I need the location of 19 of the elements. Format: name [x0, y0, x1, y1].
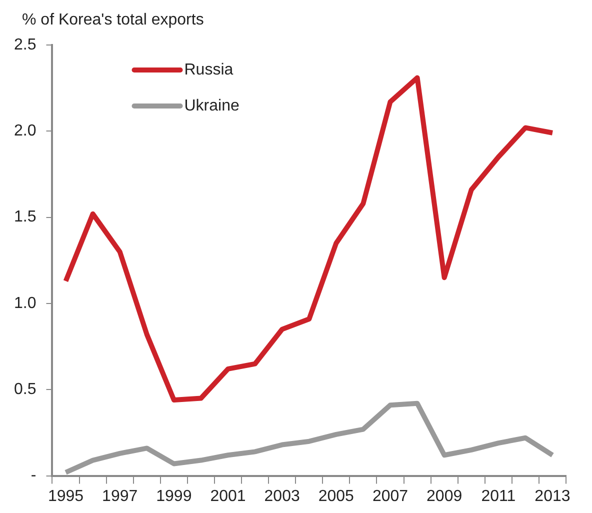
y-tick-label: - — [30, 467, 36, 484]
x-tick-label: 1997 — [102, 488, 138, 505]
x-tick-label: 1995 — [48, 488, 84, 505]
x-tick-label: 1999 — [156, 488, 192, 505]
x-tick-label: 2009 — [426, 488, 462, 505]
y-tick-label: 2.5 — [14, 36, 36, 54]
x-tick-label: 2013 — [534, 488, 570, 505]
legend-label: Russia — [184, 61, 234, 78]
y-tick-label: 1.0 — [14, 294, 36, 312]
x-tick-label: 2011 — [481, 488, 516, 505]
x-tick-label: 2001 — [210, 488, 246, 505]
y-tick-label: 2.0 — [14, 122, 36, 140]
x-tick-label: 2005 — [318, 488, 354, 505]
x-tick-label: 2007 — [372, 488, 408, 505]
x-tick-label: 2003 — [264, 488, 300, 505]
legend-label: Ukraine — [184, 97, 240, 114]
y-tick-label: 0.5 — [14, 381, 36, 398]
y-tick-label: 1.5 — [14, 208, 36, 226]
y-axis-title: % of Korea's total exports — [22, 11, 204, 28]
